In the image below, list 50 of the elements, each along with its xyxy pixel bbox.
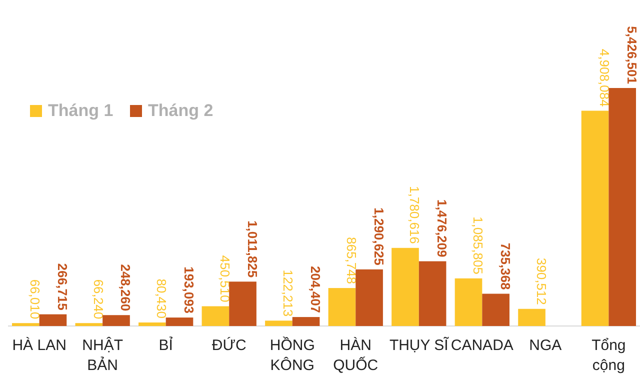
data-label: 390,512 [534,258,549,305]
data-label: 735,368 [498,242,513,290]
bar [202,306,230,326]
data-label: 248,260 [118,264,134,312]
bar [292,317,320,326]
data-label: 1,085,805 [470,216,486,274]
data-label: 865,748 [344,237,359,284]
bar [356,269,383,326]
data-label: 5,426,501 [624,26,640,84]
x-tick-label: HÀN QUỐC [333,336,378,374]
data-label: 1,780,616 [407,186,422,244]
bar [418,261,446,326]
x-tick-label: NHẬT BẢN [82,336,123,374]
data-label: 1,290,625 [371,208,386,266]
x-tick-label: CANADA [450,337,514,354]
bar [328,288,356,326]
legend-label: Tháng 2 [148,101,214,120]
data-label: 66,010 [28,279,43,320]
data-label: 450,510 [217,255,232,302]
x-tick-label: HÀ LAN [12,336,66,354]
bar [454,278,482,326]
bar [102,315,130,326]
data-label: 122,213 [280,270,296,317]
data-label: 4,908,084 [597,48,612,107]
x-tick-label: THỤY SĨ [389,336,450,354]
data-label: 80,430 [154,278,170,318]
x-tick-label: ĐỨC [212,336,247,354]
bar [518,308,546,326]
bar [166,318,194,326]
x-tick-label: BỈ [158,336,173,354]
bar [138,322,166,326]
x-tick-label: Tổng cộng [592,337,626,374]
bar [608,88,636,326]
data-label: 1,476,209 [434,199,450,258]
x-tick-label: HỒNG KÔNG [270,336,315,374]
bar [581,110,609,326]
data-label: 266,715 [54,263,70,310]
bar [39,314,67,326]
bar [12,323,40,326]
bar [392,248,419,326]
bar [229,282,256,326]
x-tick-label: NGA [529,337,562,354]
data-label: 193,093 [182,266,196,314]
data-label: 204,407 [308,266,324,314]
legend-label: Tháng 1 [48,101,114,120]
data-label: 1,011,825 [244,220,260,278]
bar [75,323,103,326]
bar [265,320,292,326]
bar [482,294,510,326]
data-label: 66,240 [90,279,106,320]
